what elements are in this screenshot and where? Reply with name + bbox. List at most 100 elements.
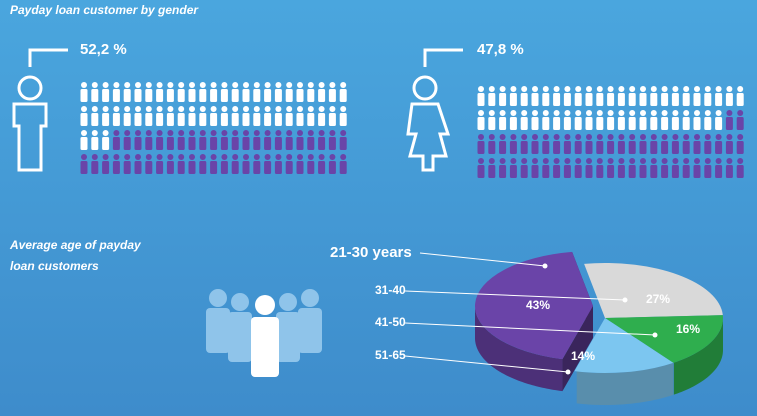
person-body xyxy=(607,165,615,178)
person-body xyxy=(542,141,550,154)
person-head xyxy=(275,106,282,112)
person-head xyxy=(521,134,528,140)
person-body xyxy=(188,89,196,102)
person-body xyxy=(574,141,582,154)
person-body xyxy=(210,89,218,102)
percent-label: 52,2 % xyxy=(80,41,127,58)
person-body xyxy=(177,137,185,150)
person-head xyxy=(135,106,141,112)
leader-line xyxy=(404,290,626,301)
person-head xyxy=(532,110,538,116)
person-body xyxy=(285,89,293,102)
person-body xyxy=(704,141,712,154)
person-body xyxy=(296,113,304,126)
person-head xyxy=(102,154,109,160)
person-head xyxy=(586,158,592,164)
person-head xyxy=(145,106,152,112)
person-head xyxy=(156,82,163,88)
person-head xyxy=(715,134,722,140)
person-body xyxy=(285,161,293,174)
person-head xyxy=(178,82,185,88)
person-body xyxy=(499,93,507,106)
person-head xyxy=(510,134,517,140)
person-head xyxy=(329,130,336,136)
person-body xyxy=(156,89,164,102)
person-body xyxy=(220,161,228,174)
person-head xyxy=(661,110,668,116)
person-head xyxy=(542,134,549,140)
person-body xyxy=(736,93,744,106)
person-head xyxy=(297,106,303,112)
person-body xyxy=(188,137,196,150)
person-body xyxy=(177,89,185,102)
person-head xyxy=(286,154,293,160)
person-head xyxy=(521,86,528,92)
person-head xyxy=(672,110,679,116)
person-head xyxy=(715,110,722,116)
person-body xyxy=(520,165,528,178)
person-body xyxy=(607,141,615,154)
person-body xyxy=(715,117,723,130)
person-body xyxy=(499,165,507,178)
person-body xyxy=(715,93,723,106)
person-body xyxy=(661,93,669,106)
gender-title: Payday loan customer by gender xyxy=(10,3,199,17)
person-head xyxy=(264,130,271,136)
person-body xyxy=(177,161,185,174)
person-body xyxy=(617,117,625,130)
person-head xyxy=(640,134,646,140)
person-body xyxy=(145,113,153,126)
person-body xyxy=(553,117,561,130)
person-head xyxy=(586,110,592,116)
person-head xyxy=(81,82,87,88)
person-head xyxy=(564,110,571,116)
person-body xyxy=(318,137,326,150)
leader-dot xyxy=(622,297,628,303)
person-head xyxy=(340,130,347,136)
person-head xyxy=(553,110,560,116)
person-body xyxy=(264,137,272,150)
person-head xyxy=(178,130,185,136)
person-head xyxy=(488,134,495,140)
person-head xyxy=(672,134,679,140)
person-body xyxy=(607,93,615,106)
person-body xyxy=(585,165,593,178)
person-head xyxy=(575,158,582,164)
person-body xyxy=(80,137,88,150)
person-head xyxy=(124,154,131,160)
person-head xyxy=(521,158,528,164)
person-head xyxy=(167,154,174,160)
person-body xyxy=(574,93,582,106)
person-head xyxy=(232,82,239,88)
person-body xyxy=(242,161,250,174)
person-head xyxy=(318,82,325,88)
person-body xyxy=(661,165,669,178)
value-label: 14% xyxy=(571,349,595,363)
person-body xyxy=(563,141,571,154)
person-head xyxy=(264,82,271,88)
person-body xyxy=(639,141,647,154)
person-head xyxy=(264,106,271,112)
leader-line xyxy=(404,355,569,373)
person-body xyxy=(145,137,153,150)
person-head xyxy=(307,82,314,88)
person-head xyxy=(499,86,506,92)
person-body xyxy=(477,141,485,154)
person-head xyxy=(253,82,260,88)
person-head xyxy=(221,82,228,88)
person-body xyxy=(123,89,131,102)
person-body xyxy=(736,117,744,130)
person-head xyxy=(683,134,690,140)
person-body xyxy=(328,113,336,126)
person-head xyxy=(650,158,657,164)
person-head xyxy=(683,110,690,116)
person-head xyxy=(715,158,722,164)
person-body xyxy=(253,113,261,126)
person-body xyxy=(542,93,550,106)
person-body xyxy=(715,165,723,178)
person-body xyxy=(563,165,571,178)
person-head xyxy=(618,134,625,140)
person-body xyxy=(617,165,625,178)
person-head xyxy=(178,154,185,160)
person-body xyxy=(80,89,88,102)
